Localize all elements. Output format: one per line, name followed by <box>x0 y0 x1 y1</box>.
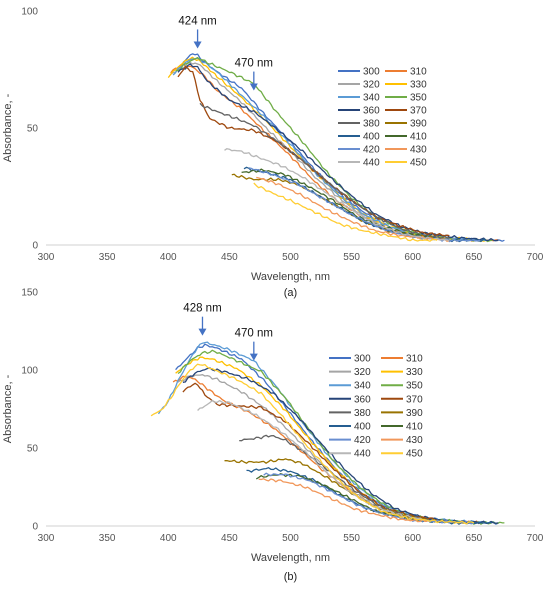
series-line-380 <box>199 102 450 239</box>
series-line-370 <box>182 382 438 522</box>
x-tick-label: 650 <box>466 533 483 544</box>
legend-label: 360 <box>363 106 380 117</box>
x-tick-label: 500 <box>282 533 299 544</box>
legend-label: 380 <box>354 408 371 419</box>
y-tick-label: 150 <box>21 288 38 299</box>
panel-label: (b) <box>284 571 297 583</box>
legend-label: 420 <box>354 435 371 446</box>
legend-label: 410 <box>410 132 427 143</box>
series-line-440 <box>197 399 426 521</box>
series-line-340 <box>172 57 487 242</box>
y-tick-label: 100 <box>21 366 38 377</box>
legend-label: 440 <box>363 158 380 169</box>
legend-label: 340 <box>363 93 380 104</box>
series-line-370 <box>177 66 450 237</box>
x-tick-label: 550 <box>343 252 360 263</box>
chart-panel-1: 300 350 400 450 500 550 600 650 700 0 50 100 Wavelen… <box>2 7 544 300</box>
legend-label: 350 <box>406 381 423 392</box>
x-tick-label: 700 <box>527 252 544 263</box>
legend-label: 330 <box>410 80 427 91</box>
x-tick-label: 400 <box>160 252 177 263</box>
legend-label: 450 <box>410 158 427 169</box>
series-line-450 <box>150 363 475 525</box>
x-tick-label: 350 <box>99 533 116 544</box>
arrow-down-icon <box>198 328 207 336</box>
legend-label: 350 <box>410 93 427 104</box>
arrow-down-icon <box>193 41 202 49</box>
legend-label: 390 <box>406 408 423 419</box>
x-tick-label: 400 <box>160 533 177 544</box>
chart-panel-2: 300 350 400 450 500 550 600 650 700 0 50 100 150 Wave… <box>2 288 544 584</box>
series-line-410 <box>241 168 432 239</box>
legend-label: 400 <box>363 132 380 143</box>
peak-annotation-label: 424 nm <box>178 15 216 27</box>
legend-label: 370 <box>406 394 423 405</box>
legend-label: 450 <box>406 449 423 460</box>
peak-annotation-label: 428 nm <box>183 303 221 315</box>
x-tick-label: 450 <box>221 252 238 263</box>
series-line-420 <box>263 472 475 525</box>
series-line-430 <box>258 478 428 523</box>
legend-label: 430 <box>410 145 427 156</box>
legend-label: 390 <box>410 119 427 130</box>
series-line-350 <box>177 349 505 525</box>
arrow-down-icon <box>249 83 258 91</box>
y-tick-label: 50 <box>27 444 39 455</box>
series-line-400 <box>243 166 487 243</box>
y-tick-label: 50 <box>27 124 39 135</box>
x-tick-label: 300 <box>38 533 55 544</box>
x-tick-label: 600 <box>404 252 421 263</box>
panel-label: (a) <box>284 287 297 299</box>
x-tick-label: 650 <box>466 252 483 263</box>
legend-label: 360 <box>354 394 371 405</box>
legend-label: 300 <box>363 67 380 78</box>
y-axis-label: Absorbance, - <box>2 93 14 162</box>
y-tick-label: 100 <box>21 7 38 18</box>
legend-label: 300 <box>354 354 371 365</box>
x-tick-label: 350 <box>99 252 116 263</box>
series-line-430 <box>256 176 450 242</box>
legend-label: 400 <box>354 422 371 433</box>
y-tick-label: 0 <box>32 522 38 533</box>
series-line-330 <box>167 56 487 242</box>
x-axis-label: Wavelength, nm <box>251 271 330 283</box>
legend-label: 320 <box>363 80 380 91</box>
x-axis-label: Wavelength, nm <box>251 552 330 564</box>
series-line-420 <box>248 167 481 242</box>
series-line-440 <box>224 148 450 241</box>
x-tick-label: 600 <box>404 533 421 544</box>
x-tick-label: 700 <box>527 533 544 544</box>
legend-label: 430 <box>406 435 423 446</box>
series-line-320 <box>177 374 487 525</box>
legend-label: 330 <box>406 367 423 378</box>
peak-annotation-label: 470 nm <box>235 328 273 340</box>
series-line-350 <box>175 56 493 243</box>
series-line-360 <box>182 367 499 525</box>
legend-label: 440 <box>354 449 371 460</box>
x-tick-label: 500 <box>282 252 299 263</box>
x-tick-label: 450 <box>221 533 238 544</box>
series-line-400 <box>246 467 493 525</box>
arrow-down-icon <box>249 353 258 361</box>
series-line-300 <box>182 53 505 242</box>
peak-annotation-label: 470 nm <box>235 58 273 70</box>
legend-label: 380 <box>363 119 380 130</box>
series-line-450 <box>253 182 438 242</box>
legend-label: 420 <box>363 145 380 156</box>
x-tick-label: 550 <box>343 533 360 544</box>
series-line-310 <box>170 62 499 242</box>
y-tick-label: 0 <box>32 241 38 252</box>
legend-label: 320 <box>354 367 371 378</box>
y-axis-label: Absorbance, - <box>2 374 14 443</box>
legend-label: 370 <box>410 106 427 117</box>
legend-label: 410 <box>406 422 423 433</box>
legend-label: 340 <box>354 381 371 392</box>
legend-label: 310 <box>406 354 423 365</box>
x-tick-label: 300 <box>38 252 55 263</box>
legend-label: 310 <box>410 67 427 78</box>
